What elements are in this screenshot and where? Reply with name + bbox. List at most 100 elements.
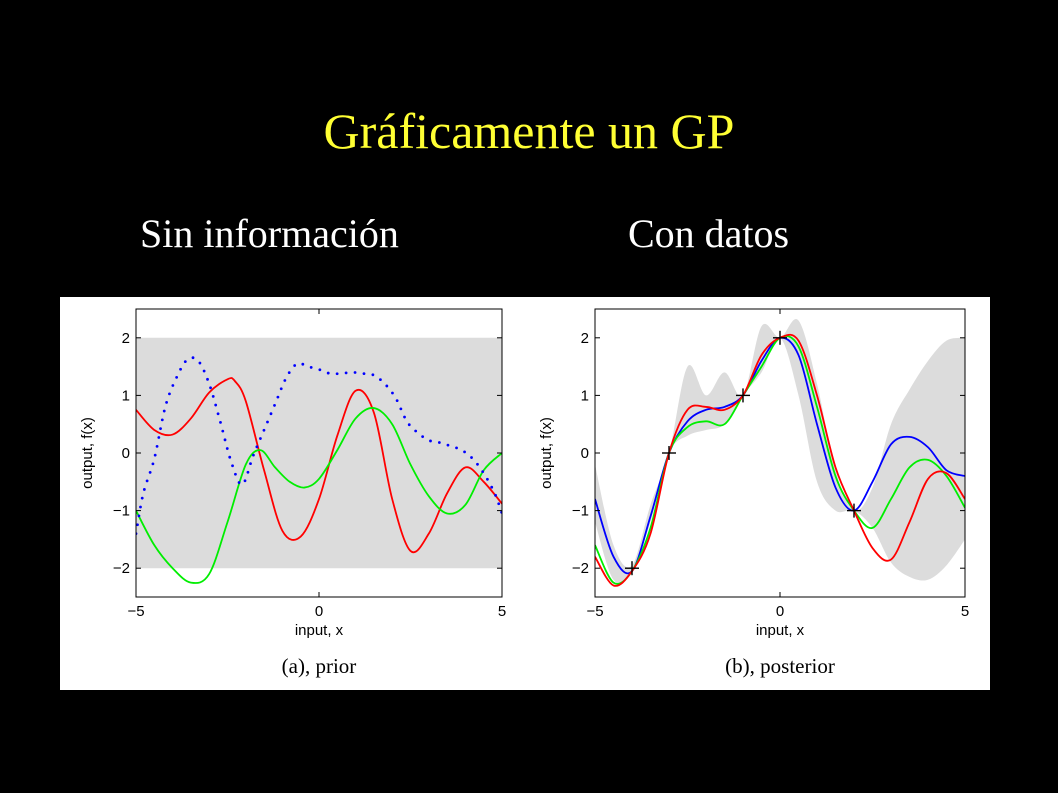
series-blue-point	[262, 428, 266, 432]
series-blue-point	[486, 477, 489, 481]
x-tick-label: 0	[315, 603, 323, 620]
figure-svg: −2 −1 0 1 2 −5 0 5 input, x output, f(x) (a), prio…	[79, 308, 969, 678]
series-blue-point	[157, 436, 161, 439]
series-blue-point	[287, 371, 291, 375]
observation-marker	[625, 561, 639, 576]
y-tick-label: −2	[572, 560, 589, 577]
uncertainty-band	[136, 337, 502, 569]
series-blue-point	[283, 379, 287, 382]
y-axis-label: output, f(x)	[79, 417, 96, 489]
right-heading: Con datos	[628, 211, 790, 256]
series-blue-point	[293, 364, 297, 367]
series-blue-point	[494, 493, 497, 497]
left-heading: Sin información	[140, 211, 399, 256]
series-blue-point	[414, 429, 418, 433]
series-blue-point	[231, 464, 234, 468]
series-blue-point	[159, 427, 162, 431]
series-blue-point	[269, 412, 273, 416]
series-blue-point	[148, 471, 152, 474]
series-blue-point	[198, 361, 202, 365]
series-blue-point	[379, 378, 382, 382]
series-blue-point	[175, 375, 179, 379]
series-blue-point	[214, 403, 218, 407]
series-blue-point	[211, 394, 215, 398]
series-blue-point	[223, 438, 227, 442]
series-blue-point	[255, 445, 259, 449]
series-blue-point	[371, 373, 375, 377]
series-blue-point	[160, 418, 164, 422]
plot-area	[136, 337, 502, 584]
series-blue-point	[165, 400, 168, 404]
series-blue-point	[136, 523, 139, 527]
series-blue-point	[421, 435, 425, 439]
observation-marker	[662, 446, 676, 460]
series-green-line	[136, 407, 502, 584]
series-blue-point	[140, 496, 144, 500]
series-blue-point	[429, 439, 432, 443]
series-blue-point	[395, 399, 399, 403]
series-blue-point	[153, 453, 157, 457]
x-tick-label: −5	[127, 603, 144, 620]
series-blue-point	[228, 455, 232, 459]
y-tick-label: −1	[113, 503, 130, 520]
series-blue-point	[407, 423, 411, 427]
x-tick-label: 5	[498, 603, 506, 620]
plot-area	[595, 319, 965, 587]
chart-caption: (b), posterior	[725, 654, 835, 678]
x-tick-label: −5	[586, 603, 603, 620]
series-blue-point	[252, 453, 255, 457]
slide-title: Gráficamente un GP	[323, 103, 735, 159]
series-blue-point	[266, 420, 269, 424]
y-tick-label: 2	[581, 330, 589, 347]
series-blue-point	[243, 479, 247, 483]
series-blue-point	[385, 384, 389, 388]
observation-marker	[773, 330, 787, 345]
chart-prior: −2 −1 0 1 2 −5 0 5 input, x output, f(x) (a), prio…	[79, 308, 506, 678]
series-blue-point	[246, 470, 250, 474]
y-tick-label: −2	[113, 560, 130, 577]
series-blue-point	[344, 371, 348, 375]
series-blue-point	[219, 421, 222, 424]
uncertainty-band	[595, 319, 965, 584]
y-tick-label: 0	[581, 445, 589, 462]
series-blue-point	[446, 443, 450, 447]
series-blue-point	[353, 371, 357, 374]
series-blue-point	[497, 502, 501, 506]
series-blue-point	[139, 505, 142, 509]
series-blue-point	[309, 365, 313, 369]
series-blue-point	[183, 360, 187, 364]
series-blue-point	[168, 392, 171, 396]
series-blue-point	[206, 377, 209, 381]
series-blue-point	[403, 415, 406, 419]
series-red-line	[136, 377, 502, 554]
series-blue-point	[145, 479, 149, 483]
series-blue-point	[234, 472, 237, 476]
series-blue-point	[273, 404, 276, 407]
x-axis-label: input, x	[295, 622, 344, 639]
series-blue-point	[151, 462, 155, 466]
series-blue-point	[437, 441, 441, 444]
series-blue-point	[362, 372, 366, 376]
series-blue-point	[155, 444, 159, 448]
series-blue-point	[490, 485, 494, 489]
series-blue-point	[470, 456, 473, 459]
series-blue-point	[326, 371, 330, 375]
series-blue-point	[162, 409, 166, 413]
y-tick-label: −1	[572, 503, 589, 520]
series-blue-point	[391, 391, 394, 395]
series-blue-point	[399, 407, 403, 411]
series-blue-point	[318, 368, 322, 372]
y-axis-label: output, f(x)	[538, 417, 555, 489]
series-blue-point	[481, 470, 485, 474]
series-blue-point	[463, 450, 466, 454]
series-blue-point	[221, 429, 225, 433]
y-tick-label: 1	[122, 387, 130, 404]
figure-panel: −2 −1 0 1 2 −5 0 5 input, x output, f(x) (a), prio…	[60, 297, 990, 690]
series-blue-point	[137, 514, 141, 518]
series-blue-point	[276, 395, 280, 399]
series-blue-point	[225, 447, 229, 450]
x-axis-label: input, x	[756, 622, 805, 639]
series-blue-point	[455, 446, 458, 450]
series-blue-point	[142, 488, 146, 491]
chart-posterior: −2 −1 0 1 2 −5 0 5 input, x output, f(x) (b), post…	[538, 308, 969, 678]
